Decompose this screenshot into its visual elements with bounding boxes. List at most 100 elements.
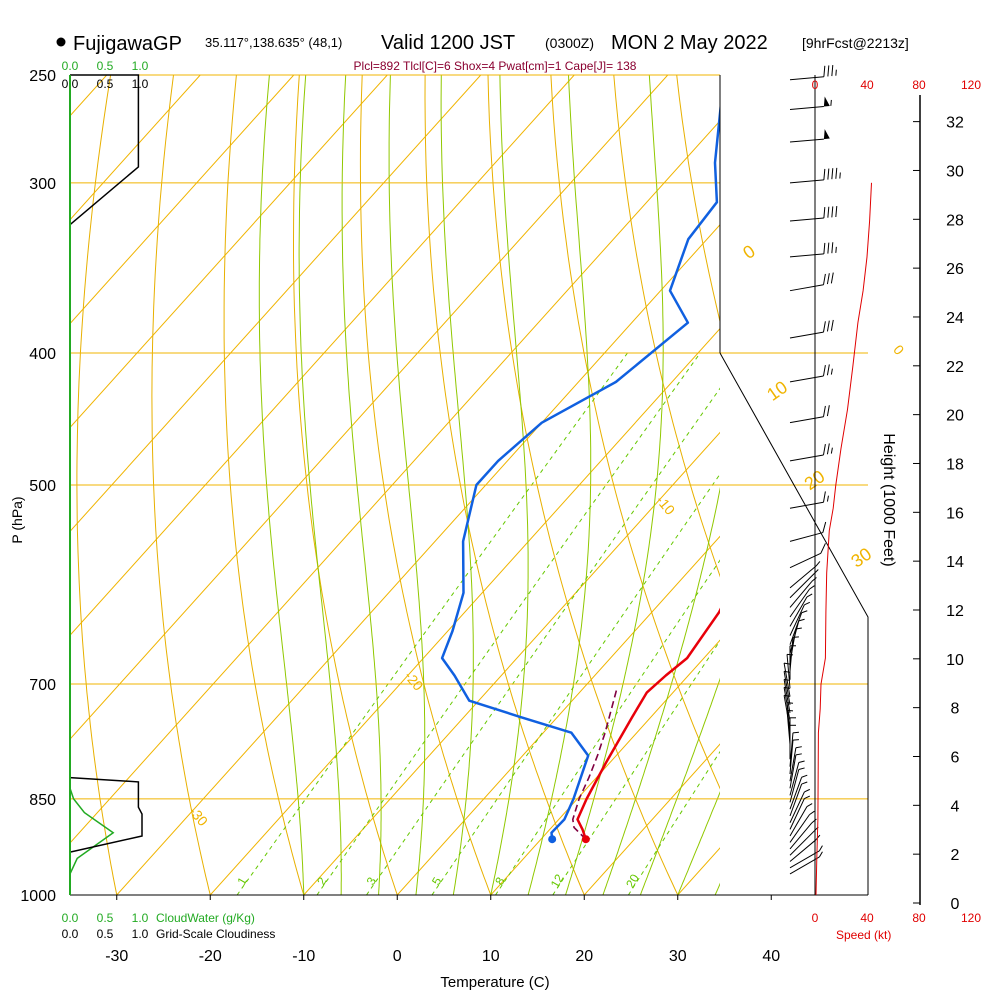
height-tick-label: 14 (946, 554, 964, 571)
x-tick-label: 30 (669, 948, 687, 965)
height-tick-label: 20 (946, 408, 964, 425)
dry-adiabat-line (424, 75, 585, 895)
wind-barb-half-feather (792, 636, 799, 638)
height-tick-label: 12 (946, 603, 964, 620)
wind-barb-shaft (789, 217, 824, 222)
wind-barb-shaft (789, 762, 800, 796)
wind-barb-feather (822, 273, 826, 285)
speed-axis-title: Speed (kt) (836, 928, 891, 942)
mixing-ratio-line (495, 559, 720, 895)
wind-barb-shaft (783, 695, 791, 729)
wind-barb (789, 818, 817, 850)
height-tick-label: 24 (946, 310, 964, 327)
station-dot-icon (56, 37, 66, 47)
wind-barb-feather (830, 319, 834, 331)
wind-barb (789, 774, 808, 810)
wind-barb (789, 795, 811, 830)
dry-adiabat-line (991, 75, 1000, 895)
dry-adiabat-line (676, 75, 720, 324)
wind-barb-half-feather (806, 593, 813, 598)
wind-barb-half-feather (811, 577, 817, 582)
speed-tick-label-bottom: 80 (912, 911, 926, 925)
wind-barbs (783, 65, 841, 875)
wind-barb (789, 601, 811, 636)
speed-tick-label-top: 80 (912, 78, 926, 92)
height-tick-label: 22 (946, 359, 964, 376)
wind-barb-half-feather (835, 246, 837, 253)
height-scale-wedge (719, 352, 869, 895)
moist-adiabat-line (602, 486, 720, 895)
wind-barb-half-feather (798, 760, 805, 764)
utc-time: (0300Z) (545, 35, 594, 51)
wind-barb-feather (822, 405, 826, 417)
wind-barb-shaft (789, 754, 797, 789)
wind-barb-half-feather (801, 610, 808, 614)
temperature-line (576, 607, 720, 840)
cloudwater-tick-bottom: 0.0 (62, 911, 79, 925)
wind-barb-shaft (789, 791, 805, 823)
height-tick-label: 6 (951, 749, 960, 766)
wind-barb-shaft (789, 856, 820, 875)
height-tick-label: 0 (951, 896, 960, 913)
wind-barb (789, 788, 811, 823)
wind-barb (789, 834, 821, 862)
mixing-ratio-label: 5 (429, 874, 445, 887)
height-tick-label: 30 (946, 163, 964, 180)
wind-barb (789, 618, 805, 654)
wind-barb (789, 810, 815, 843)
speed-tick-label-bottom: 40 (860, 911, 874, 925)
wind-barb (789, 65, 837, 81)
wind-barb-half-feather (804, 788, 811, 793)
wind-barb-half-feather (839, 172, 841, 179)
wind-barb-half-feather (798, 618, 805, 622)
wind-barb-half-feather (804, 795, 811, 800)
isotherm-label: -10 (653, 492, 678, 518)
isotherm-label: -30 (186, 803, 211, 829)
y-axis-title: P (hPa) (9, 496, 25, 543)
moist-adiabat-line (258, 75, 305, 895)
wind-barb-shaft (783, 671, 791, 705)
wind-barb (789, 521, 827, 542)
wind-barb-shaft (789, 284, 824, 292)
wind-barb (789, 585, 815, 618)
wind-barb-half-feather (798, 767, 805, 770)
theta-label: 0 (739, 241, 759, 263)
wind-barb-shaft (789, 596, 808, 627)
x-tick-label: 10 (482, 948, 500, 965)
wind-barb (789, 803, 813, 837)
pressure-tick-label: 500 (29, 478, 56, 495)
wind-barb-feather (826, 443, 830, 455)
surface-dewpoint-point (548, 835, 557, 844)
wind-barb-feather (827, 206, 830, 218)
cloudwater-profile (69, 788, 115, 875)
wind-barb (789, 405, 830, 424)
isotherm-line (490, 639, 720, 895)
wind-barb-shaft (789, 581, 813, 608)
mixing-ratio-label: 12 (548, 871, 567, 890)
pressure-tick-label: 700 (29, 677, 56, 694)
wind-barb-shaft (789, 732, 794, 767)
wind-barb (783, 662, 791, 697)
wind-barb-half-feather (784, 662, 791, 665)
wind-barb-half-feather (819, 851, 823, 858)
wind-barb-feather (831, 168, 834, 180)
dewpoint-line (440, 101, 720, 840)
sounding-lines (440, 101, 720, 844)
theta-label: 10 (763, 377, 791, 405)
wind-barb-shaft (789, 416, 824, 424)
height-tick-label: 32 (946, 115, 964, 132)
x-tick-label: 20 (575, 948, 593, 965)
wind-barb (789, 569, 819, 599)
wind-barb-shaft (789, 552, 822, 569)
cloud-panel: 0.00.00.00.00.50.50.50.51.01.01.01.0 (62, 59, 149, 941)
wind-barb-feather (826, 320, 830, 332)
wind-barb-shaft (789, 806, 808, 837)
wind-barb (789, 781, 808, 817)
wind-barb (789, 129, 830, 143)
wind-barb-half-feather (784, 670, 791, 673)
wind-barb-shaft (789, 740, 794, 775)
mixing-ratio-line (627, 750, 720, 895)
wind-barb (789, 760, 805, 796)
wind-barb (789, 593, 813, 627)
